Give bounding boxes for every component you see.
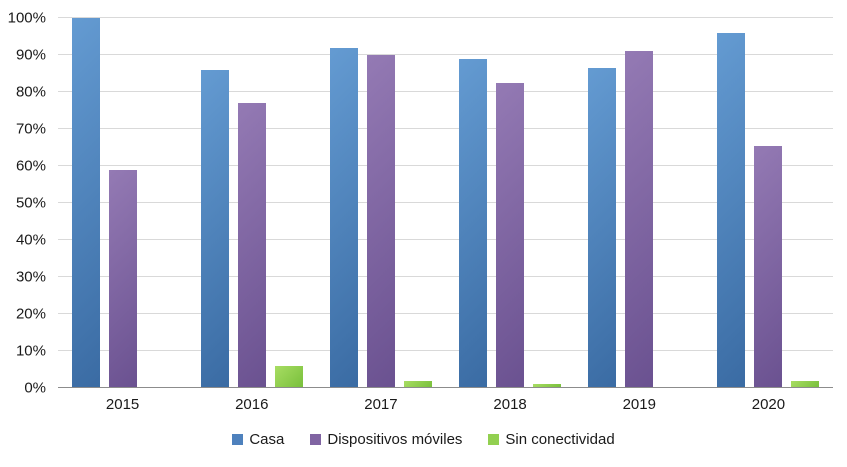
- bar-group-2015: [58, 18, 187, 388]
- x-axis-line: [58, 387, 833, 388]
- bar-dispositivos-m-viles-2018: [496, 82, 525, 388]
- bar-group-2016: [187, 18, 316, 388]
- gridline-80: [58, 91, 833, 92]
- gridline-70: [58, 128, 833, 129]
- y-tick-label-30: 30%: [15, 268, 46, 286]
- legend-swatch-dispositivos-m-viles: [310, 434, 322, 445]
- y-tick-label-0: 0%: [24, 379, 46, 397]
- y-tick-label-20: 20%: [15, 305, 46, 323]
- y-tick-label-10: 10%: [15, 342, 46, 360]
- bar-casa-2016: [200, 69, 229, 388]
- gridline-10: [58, 350, 833, 351]
- plot-area: [58, 17, 833, 388]
- x-axis-label-2018: 2018: [493, 396, 527, 413]
- x-axis-label-2015: 2015: [105, 396, 140, 413]
- y-tick-label-40: 40%: [15, 231, 46, 249]
- bar-casa-2015: [71, 18, 100, 388]
- bar-casa-2019: [588, 67, 617, 388]
- gridline-100: [58, 17, 833, 18]
- x-axis-label-2020: 2020: [751, 396, 786, 413]
- legend-item-sin-conectividad: Sin conectividad: [488, 431, 615, 448]
- bar-group-2017: [316, 18, 445, 388]
- bar-dispositivos-m-viles-2020: [754, 145, 783, 388]
- gridline-30: [58, 276, 833, 277]
- legend: Casa Dispositivos móviles Sin conectividad: [0, 431, 847, 448]
- y-tick-label-90: 90%: [15, 46, 46, 64]
- y-tick-label-70: 70%: [15, 120, 46, 138]
- bar-sin-conectividad-2018: [533, 384, 562, 388]
- gridline-60: [58, 165, 833, 166]
- x-axis-label-2016: 2016: [235, 396, 269, 413]
- bar-sin-conectividad-2016: [274, 365, 303, 388]
- legend-swatch-casa: [232, 434, 244, 445]
- y-tick-label-50: 50%: [15, 194, 46, 212]
- gridline-20: [58, 313, 833, 314]
- legend-item-dispositivos-m-viles: Dispositivos móviles: [310, 431, 462, 448]
- gridline-90: [58, 54, 833, 55]
- y-axis: 0% 10% 20% 30% 40% 50% 60% 70% 80% 90% 100%: [0, 10, 52, 397]
- bar-group-2018: [446, 18, 575, 388]
- bar-dispositivos-m-viles-2017: [366, 55, 395, 388]
- legend-label-casa: Casa: [249, 431, 285, 448]
- y-tick-label-80: 80%: [15, 83, 46, 101]
- x-axis-labels: 2015 2016 2017 2018 2019 2020: [58, 396, 833, 413]
- bar-casa-2018: [459, 58, 488, 388]
- legend-swatch-sin-conectividad: [488, 434, 500, 445]
- bar-dispositivos-m-viles-2015: [108, 169, 137, 388]
- gridline-50: [58, 202, 833, 203]
- bar-groups: [58, 18, 833, 388]
- bar-sin-conectividad-2017: [403, 380, 432, 388]
- bar-dispositivos-m-viles-2016: [237, 103, 266, 388]
- bar-casa-2020: [717, 32, 746, 388]
- bar-group-2020: [704, 18, 833, 388]
- bar-group-2019: [575, 18, 704, 388]
- bar-dispositivos-m-viles-2019: [625, 51, 654, 388]
- x-axis-label-2019: 2019: [622, 396, 656, 413]
- y-tick-label-100: 100%: [7, 9, 46, 27]
- y-tick-label-60: 60%: [15, 157, 46, 175]
- bar-casa-2017: [329, 47, 358, 388]
- bar-sin-conectividad-2020: [791, 380, 820, 388]
- gridline-40: [58, 239, 833, 240]
- legend-item-casa: Casa: [232, 431, 284, 448]
- legend-label-sin-conectividad: Sin conectividad: [505, 431, 615, 448]
- x-axis-label-2017: 2017: [364, 396, 398, 413]
- legend-label-dispositivos-m-viles: Dispositivos móviles: [327, 431, 463, 448]
